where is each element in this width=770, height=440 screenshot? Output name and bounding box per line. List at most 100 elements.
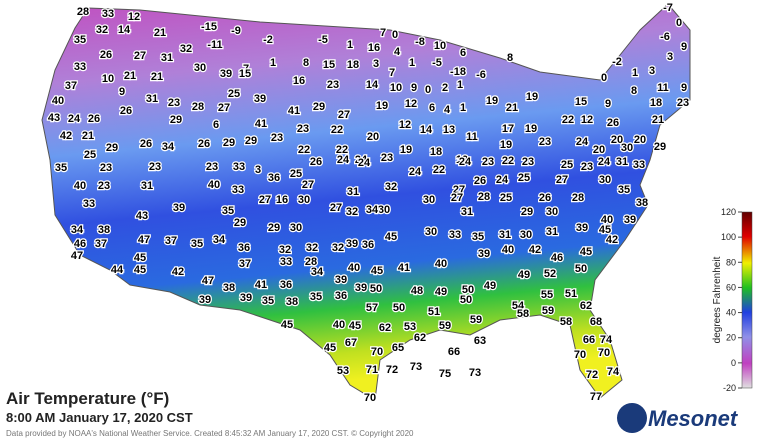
station-temp: 38 xyxy=(286,296,298,308)
station-temp: 9 xyxy=(605,98,611,110)
station-temp: 30 xyxy=(425,226,437,238)
station-temp: 24 xyxy=(598,156,611,168)
station-temp: 24 xyxy=(409,166,422,178)
station-temp: 1 xyxy=(457,79,463,91)
station-temp: 27 xyxy=(556,174,568,186)
station-temp: 21 xyxy=(506,102,518,114)
station-temp: 7 xyxy=(389,67,395,79)
station-temp: 3 xyxy=(373,58,379,70)
station-temp: 32 xyxy=(96,24,108,36)
station-temp: 19 xyxy=(486,95,498,107)
station-temp: 19 xyxy=(500,139,512,151)
station-temp: 3 xyxy=(667,51,673,63)
station-temp: 33 xyxy=(233,161,245,173)
station-temp: 27 xyxy=(218,102,230,114)
subtitle: 8:00 AM January 17, 2020 CST xyxy=(6,410,193,425)
station-temp: 12 xyxy=(128,11,140,23)
station-temp: 68 xyxy=(590,316,602,328)
station-temp: 40 xyxy=(435,258,447,270)
station-temp: -7 xyxy=(663,2,673,14)
station-temp: 40 xyxy=(74,180,86,192)
station-temp: -8 xyxy=(415,36,425,48)
station-temp: -11 xyxy=(207,39,222,51)
station-temp: 44 xyxy=(111,264,124,276)
station-temp: 10 xyxy=(434,40,446,52)
station-temp: 26 xyxy=(120,105,132,117)
station-temp: 40 xyxy=(348,262,360,274)
station-temp: 12 xyxy=(581,114,593,126)
us-outline xyxy=(41,3,691,401)
station-temp: 25 xyxy=(500,192,512,204)
station-temp: 45 xyxy=(281,319,293,331)
station-temp: -2 xyxy=(612,56,622,68)
station-temp: 23 xyxy=(271,132,283,144)
station-temp: 1 xyxy=(460,102,466,114)
station-temp: 22 xyxy=(298,144,310,156)
station-temp: -2 xyxy=(263,34,273,46)
station-temp: 45 xyxy=(371,265,383,277)
station-temp: 30 xyxy=(520,229,532,241)
station-temp: 21 xyxy=(82,130,94,142)
station-temp: 33 xyxy=(633,159,645,171)
station-temp: 31 xyxy=(499,229,511,241)
station-temp: 7 xyxy=(243,63,249,75)
logo-icon xyxy=(617,403,647,433)
station-temp: 59 xyxy=(439,320,451,332)
station-temp: 25 xyxy=(518,172,530,184)
station-temp: 39 xyxy=(355,282,367,294)
station-temp: 1 xyxy=(347,39,353,51)
station-temp: 13 xyxy=(443,124,455,136)
station-temp: 41 xyxy=(255,279,267,291)
station-temp: 47 xyxy=(71,250,83,262)
station-temp: 29 xyxy=(245,135,257,147)
station-temp: 29 xyxy=(268,222,280,234)
station-temp: 47 xyxy=(202,275,214,287)
colorbar-tick-label: 120 xyxy=(721,207,736,217)
station-temp: 21 xyxy=(151,71,163,83)
station-temp: 36 xyxy=(362,239,374,251)
station-temp: 46 xyxy=(551,252,563,264)
station-temp: 24 xyxy=(337,154,350,166)
station-temp: 45 xyxy=(580,246,592,258)
station-temp: 35 xyxy=(74,34,86,46)
station-temp: 45 xyxy=(134,264,146,276)
station-temp: 74 xyxy=(600,334,613,346)
colorbar-tick-label: -20 xyxy=(723,383,736,393)
colorbar-tick-label: 40 xyxy=(726,308,736,318)
station-temp: 42 xyxy=(606,234,618,246)
station-temp: 34 xyxy=(162,141,175,153)
station-temp: 39 xyxy=(335,274,347,286)
station-temp: 70 xyxy=(364,392,376,404)
station-temp: 18 xyxy=(347,59,359,71)
station-temp: 57 xyxy=(366,302,378,314)
station-temp: 1 xyxy=(632,67,638,79)
station-temp: 26 xyxy=(539,192,551,204)
station-temp: 72 xyxy=(386,364,398,376)
station-temp: 25 xyxy=(290,168,302,180)
station-temp: 14 xyxy=(420,124,433,136)
station-temp: 30 xyxy=(546,206,558,218)
station-temp: 15 xyxy=(323,59,335,71)
station-temp: 20 xyxy=(634,134,646,146)
station-temp: 33 xyxy=(232,184,244,196)
station-temp: 40 xyxy=(601,214,613,226)
station-temp: 35 xyxy=(618,184,630,196)
station-temp: 77 xyxy=(590,391,602,403)
station-temp: 32 xyxy=(306,242,318,254)
station-temp: 0 xyxy=(425,84,431,96)
station-temp: 71 xyxy=(366,364,378,376)
station-temp: 39 xyxy=(220,68,232,80)
colorbar xyxy=(741,211,753,389)
station-temp: 22 xyxy=(433,164,445,176)
station-temp: 59 xyxy=(542,305,554,317)
station-temp: 30 xyxy=(298,194,310,206)
station-temp: 6 xyxy=(460,47,466,59)
station-temp: 23 xyxy=(168,97,180,109)
station-temp: 38 xyxy=(636,197,648,209)
station-temp: 49 xyxy=(484,280,496,292)
station-temp: 38 xyxy=(98,224,110,236)
station-temp: 72 xyxy=(586,369,598,381)
station-temp: 39 xyxy=(624,214,636,226)
station-temp: 29 xyxy=(223,137,235,149)
station-temp: 23 xyxy=(482,156,494,168)
